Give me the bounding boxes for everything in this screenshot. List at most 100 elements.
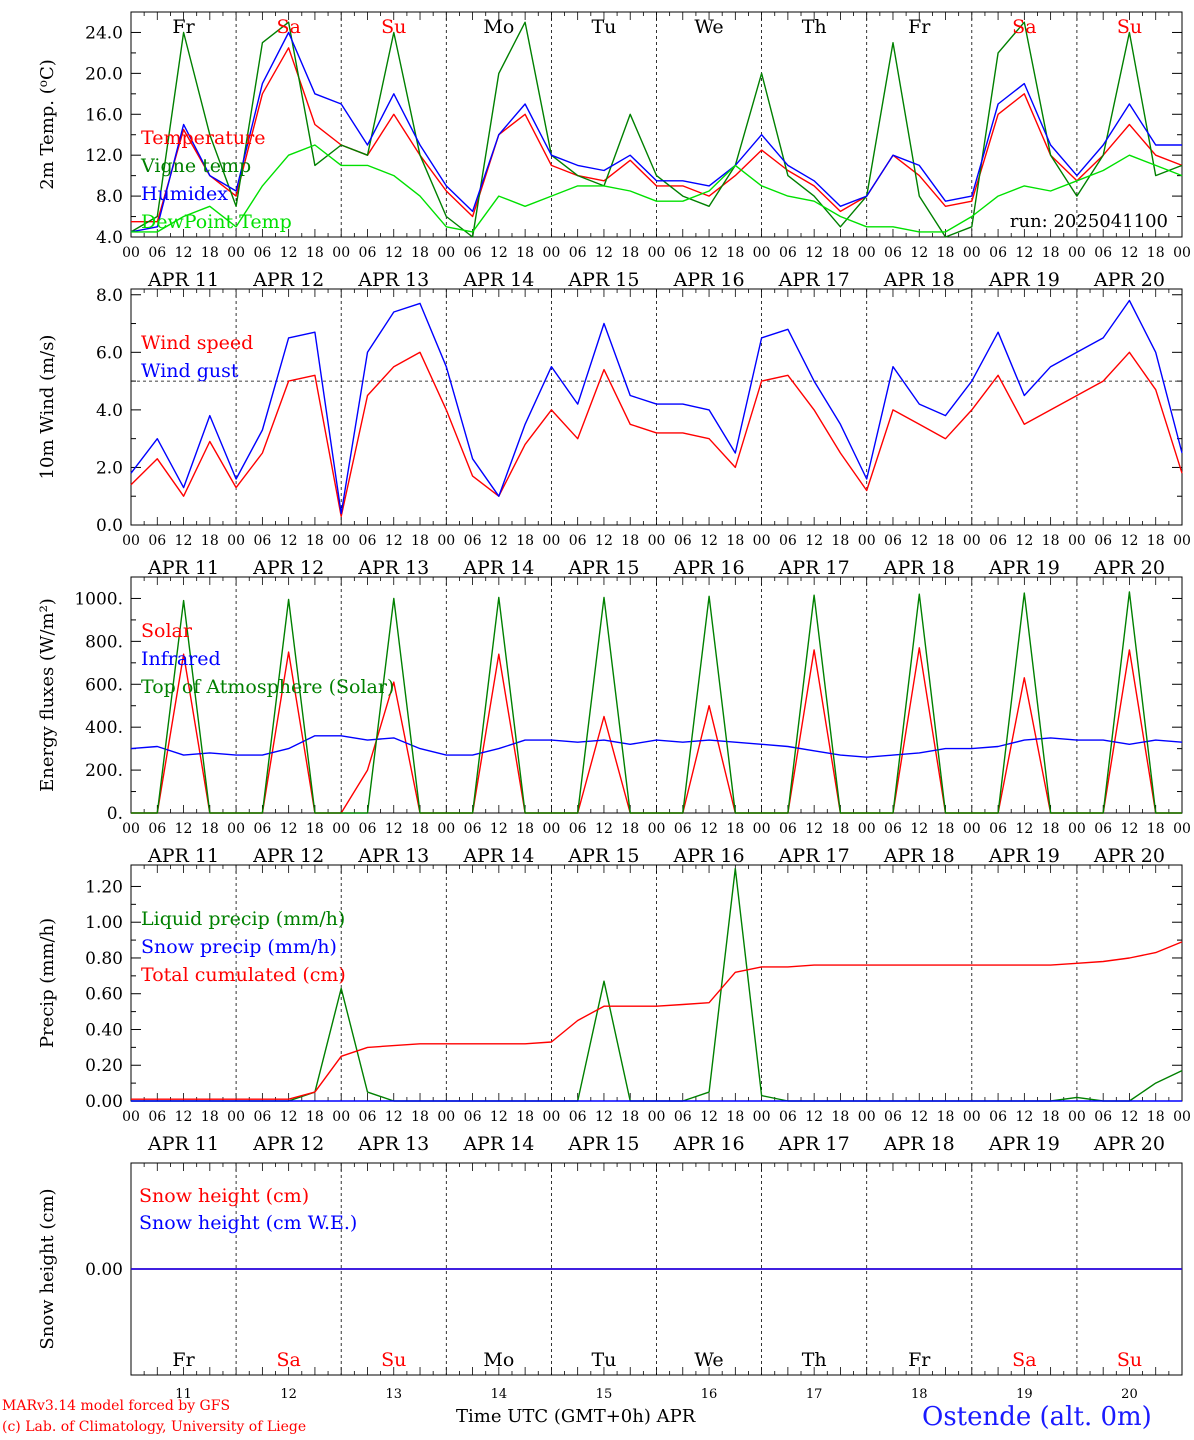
hour-tick-label: 12 bbox=[1121, 245, 1139, 261]
hour-tick-label: 12 bbox=[385, 1109, 403, 1125]
hour-tick-label: 00 bbox=[332, 533, 350, 549]
day-abbr: Su bbox=[381, 1349, 406, 1371]
hour-tick-label: 00 bbox=[648, 245, 666, 261]
hour-tick-label: 18 bbox=[1042, 245, 1060, 261]
date-label: APR 13 bbox=[357, 269, 429, 291]
day-abbr: Sa bbox=[276, 16, 300, 38]
hour-tick-label: 12 bbox=[595, 1109, 613, 1125]
date-label: APR 19 bbox=[988, 269, 1060, 291]
hour-tick-label: 06 bbox=[359, 821, 377, 837]
hour-tick-label: 00 bbox=[227, 245, 245, 261]
hour-tick-label: 06 bbox=[569, 245, 587, 261]
panel-3: 0. 200. 400. 600. 800. 1000. Energy fluxes (W/… bbox=[37, 576, 1191, 867]
y-tick-label: 0. bbox=[107, 804, 123, 824]
legend-entry: Solar bbox=[141, 620, 193, 642]
hour-tick-label: 00 bbox=[542, 533, 560, 549]
hour-tick-label: 00 bbox=[542, 821, 560, 837]
hour-tick-label: 12 bbox=[805, 533, 823, 549]
date-label: APR 16 bbox=[673, 269, 745, 291]
legend-entry: Snow precip (mm/h) bbox=[141, 936, 337, 958]
hour-tick-label: 18 bbox=[411, 1109, 429, 1125]
series-line-vigne-temp bbox=[130, 21, 1183, 238]
hour-tick-label: 06 bbox=[674, 1109, 692, 1125]
hour-tick-label: 12 bbox=[700, 1109, 718, 1125]
hour-tick-label: 12 bbox=[280, 1109, 298, 1125]
hour-tick-label: 12 bbox=[595, 245, 613, 261]
legend-entry: Temperature bbox=[141, 127, 265, 149]
y-tick-label: 20.0 bbox=[85, 64, 123, 84]
hour-tick-label: 06 bbox=[253, 245, 271, 261]
hour-tick-label: 12 bbox=[910, 821, 928, 837]
hour-tick-label: 06 bbox=[1094, 245, 1112, 261]
day-abbr: Tu bbox=[591, 16, 616, 38]
y-tick-label: 16.0 bbox=[85, 105, 123, 125]
hour-tick-label: 00 bbox=[1173, 821, 1191, 837]
hour-tick-label: 18 bbox=[726, 821, 744, 837]
hour-tick-label: 00 bbox=[1173, 533, 1191, 549]
hour-tick-label: 00 bbox=[753, 245, 771, 261]
hour-tick-label: 00 bbox=[227, 1109, 245, 1125]
hour-tick-label: 06 bbox=[569, 533, 587, 549]
hour-tick-label: 18 bbox=[201, 821, 219, 837]
hour-tick-label: 12 bbox=[490, 245, 508, 261]
date-label: APR 18 bbox=[883, 845, 955, 867]
hour-tick-label: 00 bbox=[1173, 1109, 1191, 1125]
hour-tick-label: 00 bbox=[753, 533, 771, 549]
hour-tick-label: 06 bbox=[674, 245, 692, 261]
hour-tick-label: 18 bbox=[726, 1109, 744, 1125]
y-tick-label: 0.80 bbox=[85, 949, 123, 969]
day-number: 15 bbox=[596, 1387, 613, 1402]
hour-tick-label: 06 bbox=[464, 533, 482, 549]
date-label: APR 18 bbox=[883, 269, 955, 291]
day-number: 16 bbox=[701, 1387, 718, 1402]
hour-tick-label: 00 bbox=[437, 533, 455, 549]
plot-frame bbox=[130, 11, 1183, 238]
hour-tick-label: 00 bbox=[122, 533, 140, 549]
hour-tick-label: 00 bbox=[122, 1109, 140, 1125]
hour-tick-label: 12 bbox=[1015, 1109, 1033, 1125]
y-tick-label: 6.0 bbox=[96, 343, 123, 363]
y-tick-label: 4.0 bbox=[96, 401, 123, 421]
hour-tick-label: 18 bbox=[726, 245, 744, 261]
hour-tick-label: 18 bbox=[937, 1109, 955, 1125]
hour-tick-label: 18 bbox=[1147, 821, 1165, 837]
y-tick-label: 0.0 bbox=[96, 516, 123, 536]
hour-tick-label: 18 bbox=[832, 245, 850, 261]
hour-tick-label: 18 bbox=[1147, 533, 1165, 549]
day-abbr: Sa bbox=[1012, 1349, 1036, 1371]
hour-tick-label: 00 bbox=[753, 821, 771, 837]
hour-tick-label: 12 bbox=[1015, 245, 1033, 261]
hour-tick-label: 06 bbox=[148, 245, 166, 261]
date-label: APR 12 bbox=[252, 1133, 324, 1155]
series-line-humidex bbox=[130, 31, 1182, 233]
day-number: 14 bbox=[491, 1387, 508, 1402]
day-number: 18 bbox=[911, 1387, 928, 1402]
date-label: APR 15 bbox=[567, 1133, 639, 1155]
hour-tick-label: 12 bbox=[175, 245, 193, 261]
time-axis-title: Time UTC (GMT+0h) APR bbox=[456, 1406, 696, 1427]
hour-tick-label: 06 bbox=[253, 821, 271, 837]
hour-tick-label: 00 bbox=[332, 821, 350, 837]
date-label: APR 12 bbox=[252, 557, 324, 579]
y-tick-label: 1.00 bbox=[85, 913, 123, 933]
hour-tick-label: 18 bbox=[726, 533, 744, 549]
hour-tick-label: 00 bbox=[753, 1109, 771, 1125]
series-line-total-cumulated-cm bbox=[131, 941, 1183, 1100]
day-abbr: Fr bbox=[172, 1349, 195, 1371]
date-label: APR 17 bbox=[778, 269, 850, 291]
hour-tick-label: 06 bbox=[674, 533, 692, 549]
hour-tick-label: 12 bbox=[805, 1109, 823, 1125]
hour-tick-label: 00 bbox=[963, 821, 981, 837]
hour-tick-label: 00 bbox=[437, 1109, 455, 1125]
hour-tick-label: 06 bbox=[148, 1109, 166, 1125]
hour-tick-label: 00 bbox=[122, 245, 140, 261]
legend-entry: Total cumulated (cm) bbox=[141, 964, 346, 986]
hour-tick-label: 18 bbox=[937, 245, 955, 261]
hour-tick-label: 12 bbox=[910, 1109, 928, 1125]
hour-tick-label: 00 bbox=[1068, 1109, 1086, 1125]
day-number: 12 bbox=[280, 1387, 297, 1402]
date-label: APR 15 bbox=[567, 269, 639, 291]
series-line-dewpoint-temp bbox=[131, 144, 1183, 233]
hour-tick-label: 00 bbox=[1068, 245, 1086, 261]
hour-tick-label: 12 bbox=[175, 533, 193, 549]
